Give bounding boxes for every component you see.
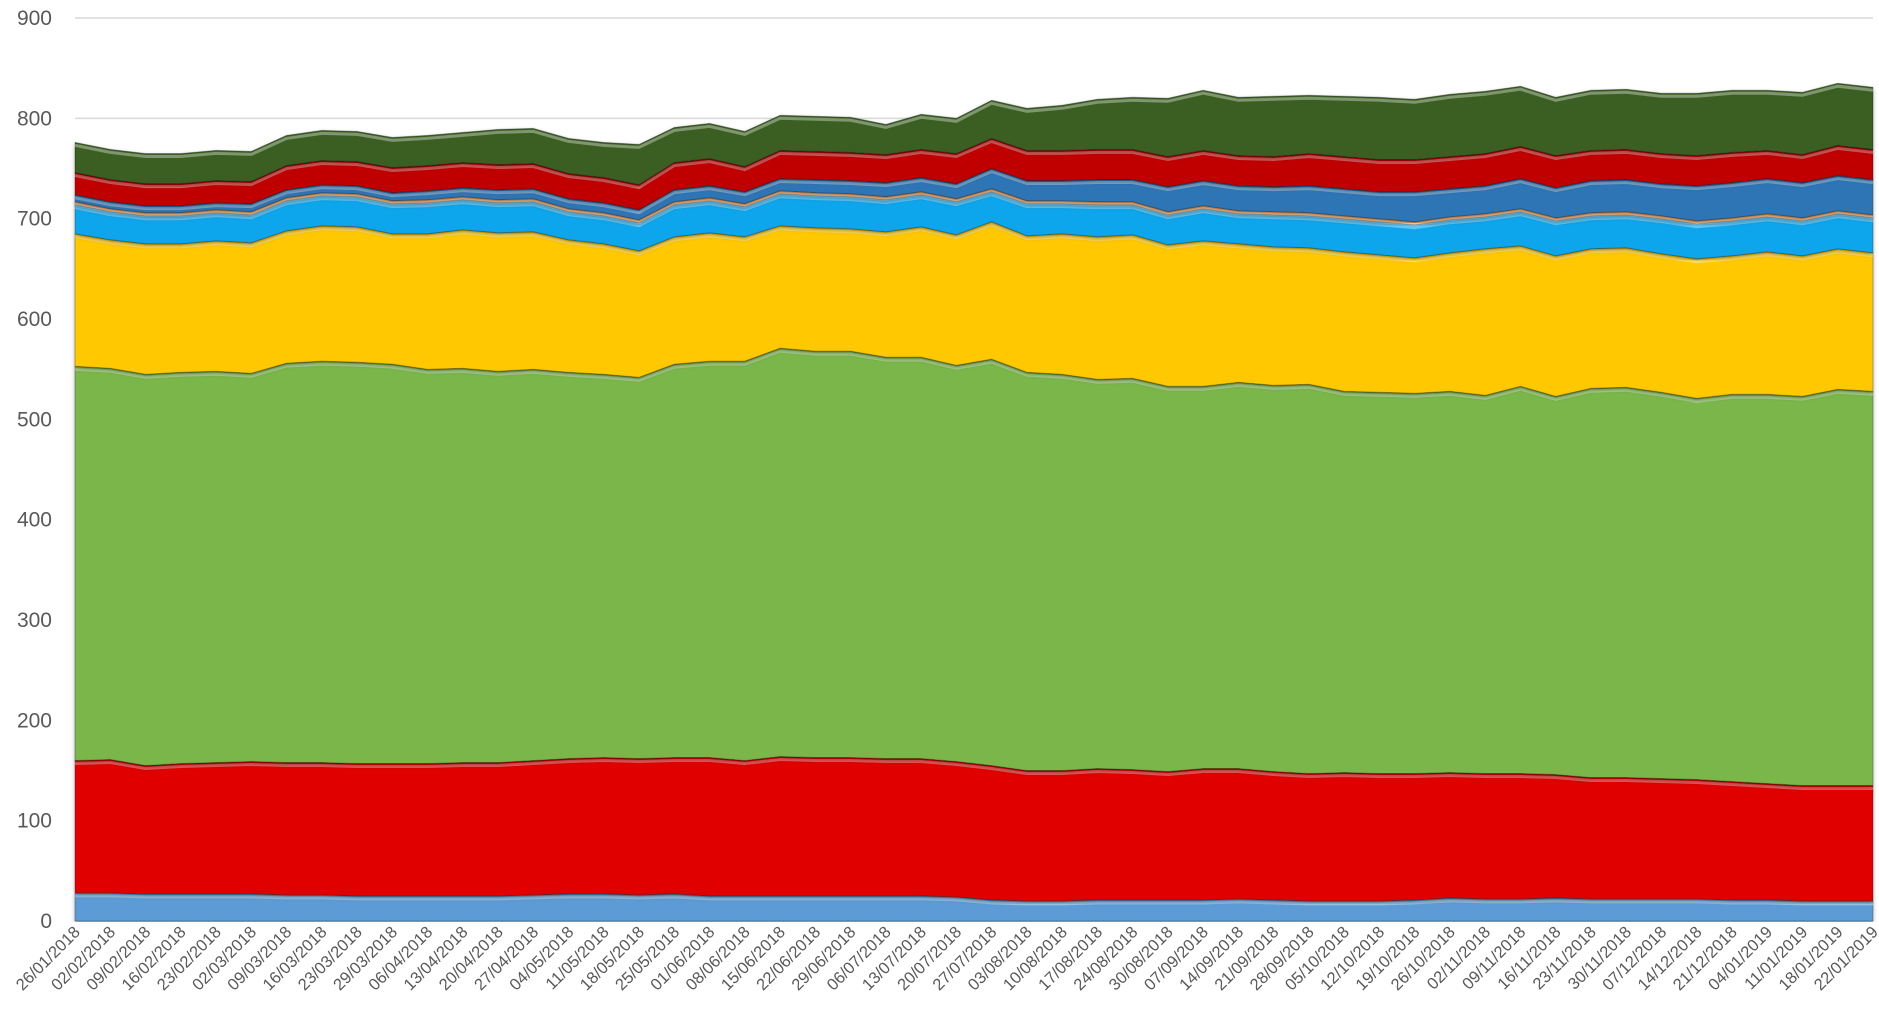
series-area-3	[74, 347, 1874, 786]
series-highlight-5	[74, 193, 1874, 230]
series-highlight-1	[75, 894, 1873, 906]
series-highlight-9	[74, 84, 1874, 158]
series-highlight-6	[74, 190, 1874, 227]
y-tick-label: 500	[17, 408, 52, 431]
series-highlight-4	[74, 223, 1874, 264]
series-area-9	[74, 82, 1874, 186]
x-axis: 26/01/201802/02/201809/02/201816/02/2018…	[13, 923, 1879, 994]
series-highlight-2	[74, 757, 1873, 790]
y-tick-label: 900	[17, 7, 52, 30]
y-tick-label: 400	[17, 509, 52, 532]
series-highlight-3	[74, 349, 1874, 403]
y-tick-label: 100	[17, 810, 52, 833]
y-tick-label: 300	[17, 609, 52, 632]
y-tick-label: 0	[40, 910, 52, 933]
series-area-2	[74, 756, 1874, 902]
series-areas	[74, 82, 1874, 922]
y-tick-label: 800	[17, 107, 52, 130]
y-axis: 0 100 200 300 400 500 600 700 800 900	[17, 7, 52, 933]
y-tick-label: 600	[17, 308, 52, 331]
series-highlight-7	[74, 169, 1874, 215]
y-tick-label: 200	[17, 709, 52, 732]
y-tick-label: 700	[17, 208, 52, 231]
series-highlight-8	[74, 139, 1874, 190]
